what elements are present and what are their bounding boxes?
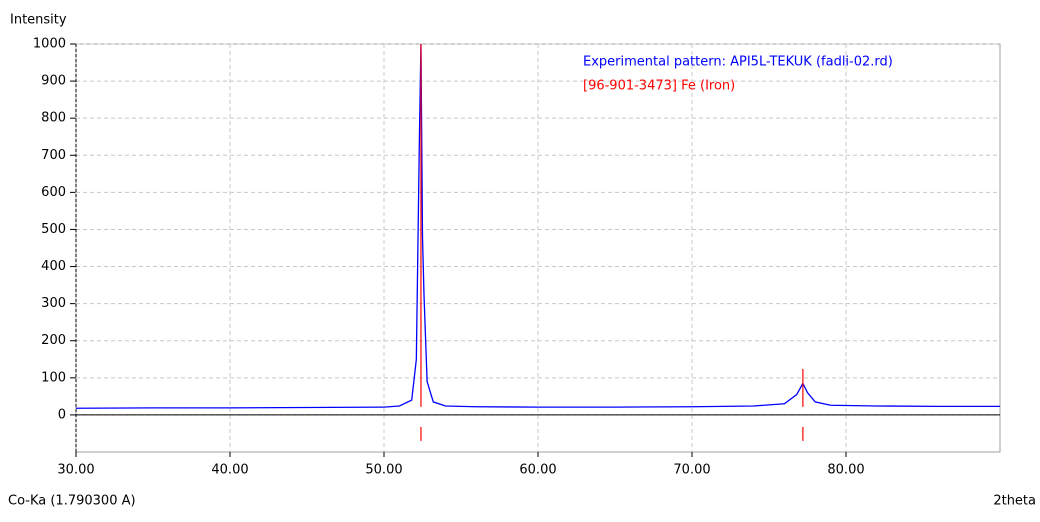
x-tick-label: 80.00 <box>827 463 864 478</box>
y-axis-label: Intensity <box>10 13 67 28</box>
x-tick-label: 70.00 <box>673 463 710 478</box>
y-tick-label: 500 <box>41 222 66 237</box>
y-tick-label: 0 <box>58 407 66 422</box>
legend-entry: Experimental pattern: API5L-TEKUK (fadli… <box>583 55 893 70</box>
y-tick-label: 200 <box>41 333 66 348</box>
chart: Intensity Co-Ka (1.790300 A) 2theta 0 100… <box>0 0 1040 518</box>
y-tick-label: 700 <box>41 148 66 163</box>
x-tick-label: 40.00 <box>211 463 248 478</box>
y-tick-label: 900 <box>41 74 66 89</box>
y-tick-label: 300 <box>41 296 66 311</box>
legend-entry: [96-901-3473] Fe (Iron) <box>583 79 735 94</box>
y-tick-label: 800 <box>41 111 66 126</box>
y-tick-label: 100 <box>41 370 66 385</box>
y-tick-label: 600 <box>41 185 66 200</box>
x-tick-label: 50.00 <box>365 463 402 478</box>
x-tick-label: 60.00 <box>519 463 556 478</box>
radiation-label: Co-Ka (1.790300 A) <box>8 494 136 509</box>
x-axis-label: 2theta <box>993 494 1036 509</box>
y-tick-label: 1000 <box>33 37 66 52</box>
y-tick-label: 400 <box>41 259 66 274</box>
x-tick-label: 30.00 <box>57 463 94 478</box>
